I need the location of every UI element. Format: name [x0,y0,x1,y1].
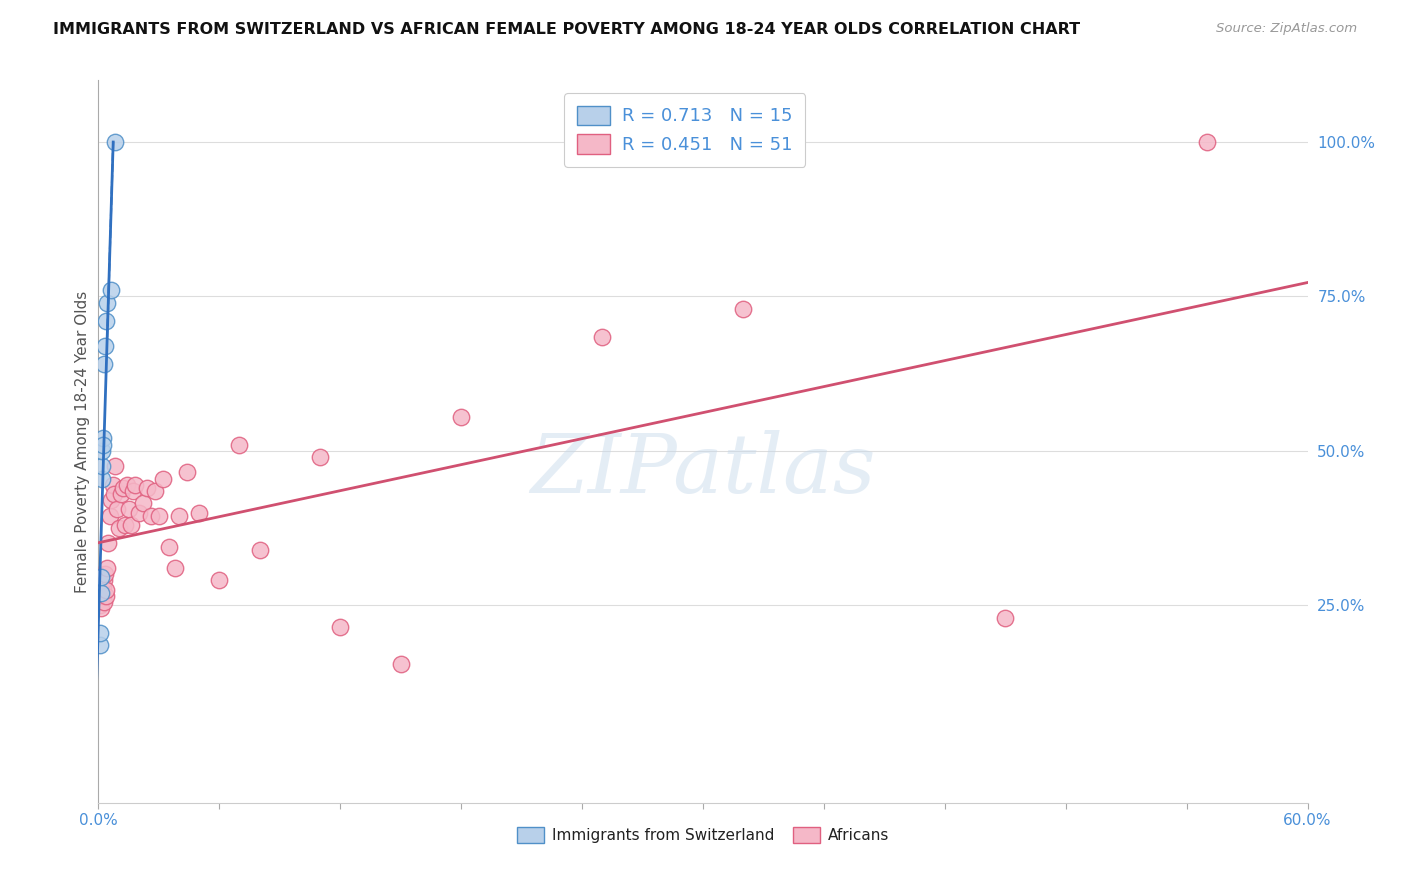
Point [163,561,186,575]
Point [994,610,1017,624]
Point [93,580,115,594]
Legend: Immigrants from Switzerland, Africans: Immigrants from Switzerland, Africans [510,821,896,849]
Point [100,493,122,508]
Point [94,589,117,603]
Point [111,481,134,495]
Point [309,450,332,464]
Point [132,496,155,510]
Point [96,582,118,597]
Text: ZIPatlas: ZIPatlas [530,431,876,510]
Point [89,598,111,612]
Point [121,483,143,498]
Point [96,561,118,575]
Point [110,487,132,501]
Point [152,472,174,486]
Point [103,135,125,149]
Point [90,601,112,615]
Point [228,437,250,451]
Point [98,508,121,523]
Point [94,339,117,353]
Point [96,314,118,328]
Point [100,283,122,297]
Point [90,570,112,584]
Point [89,638,111,652]
Point [157,540,180,554]
Point [329,620,352,634]
Point [118,502,141,516]
Text: IMMIGRANTS FROM SWITZERLAND VS AFRICAN FEMALE POVERTY AMONG 18-24 YEAR OLDS CORR: IMMIGRANTS FROM SWITZERLAND VS AFRICAN F… [53,22,1081,37]
Point [91,459,114,474]
Point [94,567,117,582]
Point [93,595,115,609]
Point [89,592,111,607]
Point [128,506,150,520]
Point [115,477,138,491]
Point [208,574,231,588]
Point [91,589,114,603]
Point [103,459,125,474]
Point [591,329,613,343]
Point [91,432,114,446]
Point [389,657,412,671]
Point [450,409,472,424]
Point [143,483,166,498]
Point [93,357,115,371]
Point [90,586,112,600]
Point [91,586,114,600]
Point [93,574,115,588]
Point [176,466,198,480]
Point [733,301,755,316]
Point [107,521,129,535]
Point [97,536,120,550]
Point [89,626,111,640]
Point [188,506,211,520]
Point [139,508,162,523]
Point [114,517,136,532]
Point [120,517,142,532]
Point [93,437,115,451]
Point [148,508,170,523]
Y-axis label: Female Poverty Among 18-24 Year Olds: Female Poverty Among 18-24 Year Olds [75,291,90,592]
Point [249,542,271,557]
Point [101,477,124,491]
Point [90,472,112,486]
Text: Source: ZipAtlas.com: Source: ZipAtlas.com [1216,22,1357,36]
Point [135,481,157,495]
Point [96,295,118,310]
Point [1195,135,1218,149]
Point [124,477,146,491]
Point [103,487,125,501]
Point [105,502,128,516]
Point [91,443,114,458]
Point [167,508,190,523]
